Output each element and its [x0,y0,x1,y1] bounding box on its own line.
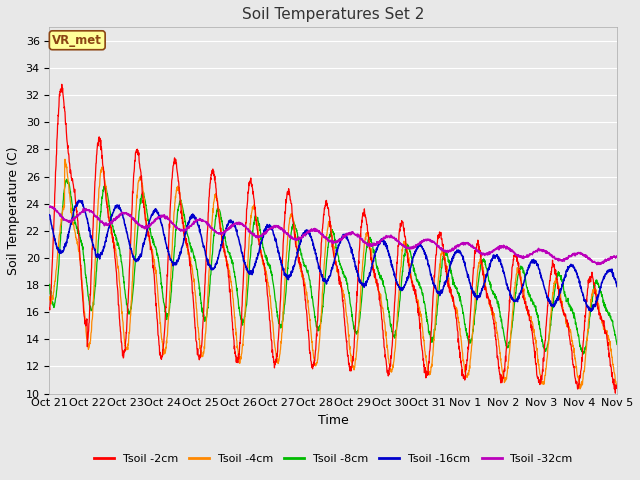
Tsoil -16cm [579,290,587,296]
Tsoil -4cm [350,364,358,370]
Tsoil -16cm [587,308,595,314]
Tsoil -8cm [45,282,53,288]
Tsoil -16cm [499,264,506,269]
Tsoil -4cm [45,294,53,300]
Tsoil -2cm [204,220,212,226]
Tsoil -4cm [563,321,571,327]
X-axis label: Time: Time [318,414,349,427]
Line: Tsoil -8cm: Tsoil -8cm [49,180,617,354]
Tsoil -8cm [579,351,587,357]
Tsoil -2cm [45,305,53,311]
Tsoil -8cm [563,298,571,303]
Tsoil -16cm [563,268,571,274]
Tsoil -32cm [563,256,571,262]
Tsoil -8cm [350,323,358,328]
Tsoil -2cm [350,346,358,352]
Tsoil -2cm [563,318,571,324]
Tsoil -32cm [45,204,53,210]
Tsoil -2cm [579,345,587,351]
Tsoil -2cm [613,384,621,390]
Legend: Tsoil -2cm, Tsoil -4cm, Tsoil -8cm, Tsoil -16cm, Tsoil -32cm: Tsoil -2cm, Tsoil -4cm, Tsoil -8cm, Tsoi… [89,450,577,468]
Tsoil -32cm [499,244,506,250]
Tsoil -8cm [613,342,621,348]
Tsoil -32cm [204,221,212,227]
Tsoil -2cm [499,378,506,384]
Tsoil -16cm [613,284,621,289]
Line: Tsoil -32cm: Tsoil -32cm [49,206,617,264]
Tsoil -4cm [362,230,370,236]
Tsoil -8cm [579,350,587,356]
Tsoil -2cm [611,390,619,396]
Line: Tsoil -2cm: Tsoil -2cm [49,84,617,393]
Tsoil -8cm [499,325,506,331]
Line: Tsoil -4cm: Tsoil -4cm [49,159,617,389]
Y-axis label: Soil Temperature (C): Soil Temperature (C) [7,146,20,275]
Tsoil -4cm [576,386,584,392]
Tsoil -32cm [46,203,54,209]
Tsoil -32cm [362,241,370,247]
Tsoil -16cm [45,212,53,218]
Tsoil -4cm [579,376,587,382]
Tsoil -4cm [61,156,69,162]
Tsoil -32cm [613,254,621,260]
Line: Tsoil -16cm: Tsoil -16cm [49,200,617,311]
Tsoil -16cm [75,197,83,203]
Tsoil -4cm [613,382,621,388]
Tsoil -8cm [63,177,70,182]
Tsoil -2cm [58,82,66,87]
Tsoil -2cm [362,217,370,223]
Tsoil -4cm [499,369,506,374]
Tsoil -16cm [362,278,370,284]
Tsoil -16cm [204,259,212,264]
Title: Soil Temperatures Set 2: Soil Temperatures Set 2 [242,7,424,22]
Tsoil -32cm [593,262,601,267]
Tsoil -32cm [350,230,358,236]
Tsoil -4cm [204,290,212,296]
Tsoil -32cm [579,252,587,258]
Tsoil -16cm [350,256,358,262]
Tsoil -8cm [362,249,370,254]
Tsoil -8cm [204,305,212,311]
Text: VR_met: VR_met [52,34,102,47]
